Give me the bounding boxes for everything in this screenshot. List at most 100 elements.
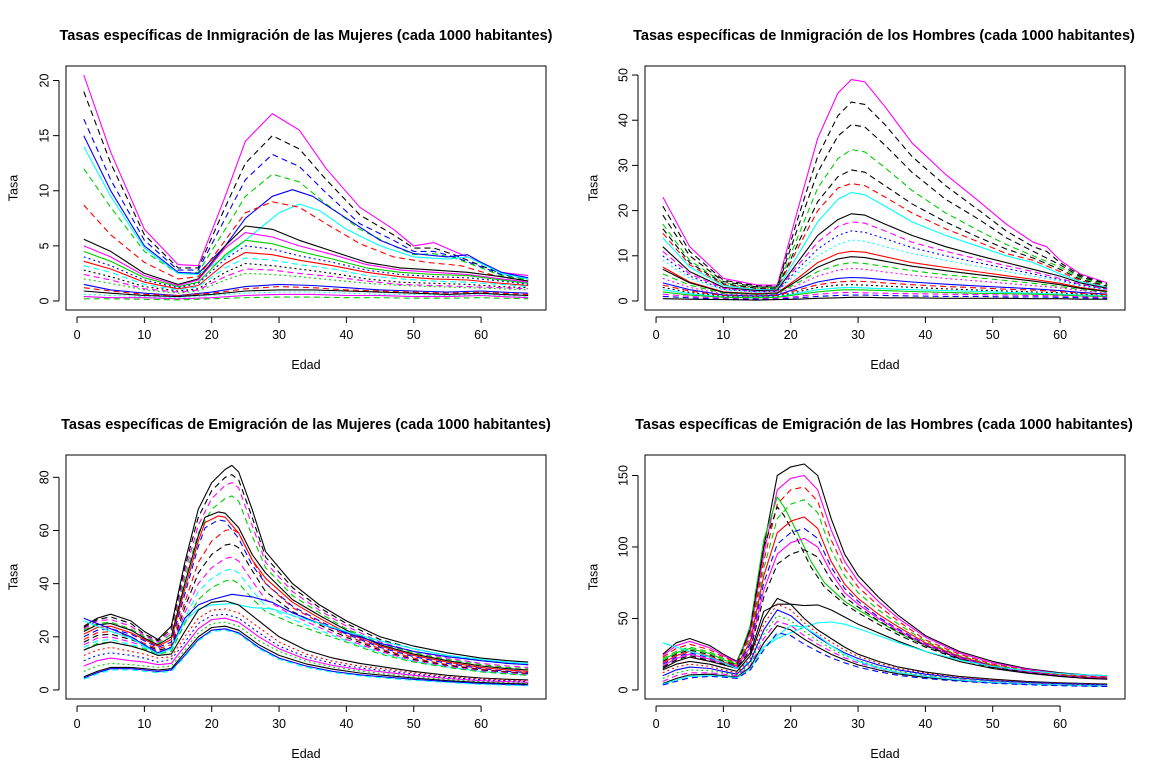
series-line-13 bbox=[662, 256, 1108, 295]
series-line-11 bbox=[662, 603, 1108, 680]
chart-title: Tasas específicas de Inmigración de las … bbox=[60, 28, 553, 44]
series-group bbox=[83, 464, 529, 687]
series-line-2 bbox=[662, 101, 1108, 287]
series-line-8 bbox=[83, 528, 529, 674]
x-tick-label: 50 bbox=[986, 328, 1000, 342]
y-tick-label: 150 bbox=[616, 465, 630, 486]
y-tick-label: 20 bbox=[616, 204, 630, 218]
x-tick-label: 60 bbox=[474, 328, 488, 342]
x-tick-label: 10 bbox=[716, 328, 730, 342]
chart-panel-2: Tasas específicas de Inmigración de los … bbox=[586, 28, 1135, 372]
series-line-12 bbox=[83, 579, 529, 676]
series-line-3 bbox=[83, 118, 529, 280]
series-line-5 bbox=[83, 135, 529, 279]
y-tick-label: 10 bbox=[616, 249, 630, 263]
x-tick-label: 0 bbox=[653, 328, 660, 342]
y-tick-label: 10 bbox=[37, 184, 51, 198]
series-line-17 bbox=[83, 283, 529, 297]
y-tick-label: 15 bbox=[37, 129, 51, 143]
series-line-11 bbox=[662, 239, 1108, 293]
y-tick-label: 0 bbox=[37, 686, 51, 693]
x-tick-label: 50 bbox=[407, 717, 421, 731]
series-line-16 bbox=[83, 272, 529, 294]
x-tick-label: 10 bbox=[137, 717, 151, 731]
series-line-22 bbox=[83, 629, 529, 687]
series-group bbox=[83, 74, 529, 301]
series-line-17 bbox=[83, 613, 529, 683]
series-line-20 bbox=[662, 289, 1108, 299]
x-tick-label: 60 bbox=[1053, 328, 1067, 342]
series-line-19 bbox=[83, 621, 529, 684]
y-tick-label: 5 bbox=[37, 242, 51, 249]
series-line-6 bbox=[662, 506, 1108, 680]
series-line-3 bbox=[662, 124, 1108, 288]
series-line-10 bbox=[83, 556, 529, 675]
chart-title: Tasas específicas de Emigración de las H… bbox=[635, 417, 1133, 433]
x-tick-label: 30 bbox=[851, 328, 865, 342]
x-tick-label: 40 bbox=[339, 328, 353, 342]
series-line-6 bbox=[83, 146, 529, 280]
y-tick-label: 0 bbox=[616, 686, 630, 693]
x-tick-label: 60 bbox=[1053, 717, 1067, 731]
series-line-5 bbox=[662, 169, 1108, 289]
series-line-7 bbox=[83, 519, 529, 674]
series-line-21 bbox=[83, 628, 529, 686]
x-tick-label: 60 bbox=[474, 717, 488, 731]
y-tick-label: 20 bbox=[37, 74, 51, 88]
plot-frame bbox=[644, 454, 1126, 700]
y-axis-label: Tasa bbox=[6, 564, 20, 590]
series-group bbox=[662, 463, 1108, 688]
plot-frame bbox=[644, 65, 1126, 311]
y-tick-label: 50 bbox=[616, 68, 630, 82]
x-tick-label: 50 bbox=[986, 717, 1000, 731]
x-tick-label: 30 bbox=[272, 328, 286, 342]
series-line-12 bbox=[662, 621, 1108, 677]
x-tick-label: 20 bbox=[205, 328, 219, 342]
x-tick-label: 40 bbox=[918, 328, 932, 342]
series-line-11 bbox=[83, 245, 529, 289]
series-line-19 bbox=[83, 289, 529, 298]
chart-panel-3: Tasas específicas de Emigración de las M… bbox=[6, 417, 551, 761]
series-line-4 bbox=[662, 149, 1108, 289]
series-line-1 bbox=[83, 74, 529, 277]
series-line-12 bbox=[83, 251, 529, 290]
x-tick-label: 50 bbox=[407, 328, 421, 342]
series-line-2 bbox=[662, 474, 1108, 677]
chart-panel-1: Tasas específicas de Inmigración de las … bbox=[6, 28, 552, 372]
series-line-1 bbox=[662, 79, 1108, 286]
series-line-8 bbox=[662, 213, 1108, 292]
series-line-8 bbox=[83, 225, 529, 285]
series-line-9 bbox=[83, 232, 529, 287]
x-tick-label: 0 bbox=[74, 328, 81, 342]
x-axis-label: Edad bbox=[870, 747, 899, 761]
series-group bbox=[662, 79, 1108, 301]
series-line-22 bbox=[83, 296, 529, 301]
y-tick-label: 0 bbox=[616, 297, 630, 304]
series-line-23 bbox=[662, 296, 1108, 301]
y-axis-label: Tasa bbox=[586, 175, 600, 201]
series-line-1 bbox=[662, 463, 1108, 677]
series-line-4 bbox=[662, 499, 1108, 679]
series-line-20 bbox=[83, 625, 529, 685]
y-tick-label: 40 bbox=[616, 113, 630, 127]
series-line-10 bbox=[662, 549, 1108, 680]
series-line-2 bbox=[83, 91, 529, 279]
y-axis-label: Tasa bbox=[586, 564, 600, 590]
x-tick-label: 30 bbox=[272, 717, 286, 731]
chart-title: Tasas específicas de Emigración de las M… bbox=[61, 417, 551, 433]
series-line-5 bbox=[83, 511, 529, 671]
y-axis-label: Tasa bbox=[6, 175, 20, 201]
series-line-14 bbox=[662, 262, 1108, 296]
plot-frame bbox=[65, 454, 547, 700]
x-tick-label: 0 bbox=[74, 717, 81, 731]
series-line-18 bbox=[83, 286, 529, 297]
series-line-4 bbox=[83, 168, 529, 281]
series-line-15 bbox=[662, 609, 1108, 686]
series-line-13 bbox=[662, 597, 1108, 685]
series-line-7 bbox=[662, 191, 1108, 291]
x-axis-label: Edad bbox=[870, 358, 899, 372]
series-line-7 bbox=[83, 201, 529, 282]
x-axis-label: Edad bbox=[291, 747, 320, 761]
y-tick-label: 50 bbox=[616, 611, 630, 625]
series-line-11 bbox=[83, 568, 529, 676]
